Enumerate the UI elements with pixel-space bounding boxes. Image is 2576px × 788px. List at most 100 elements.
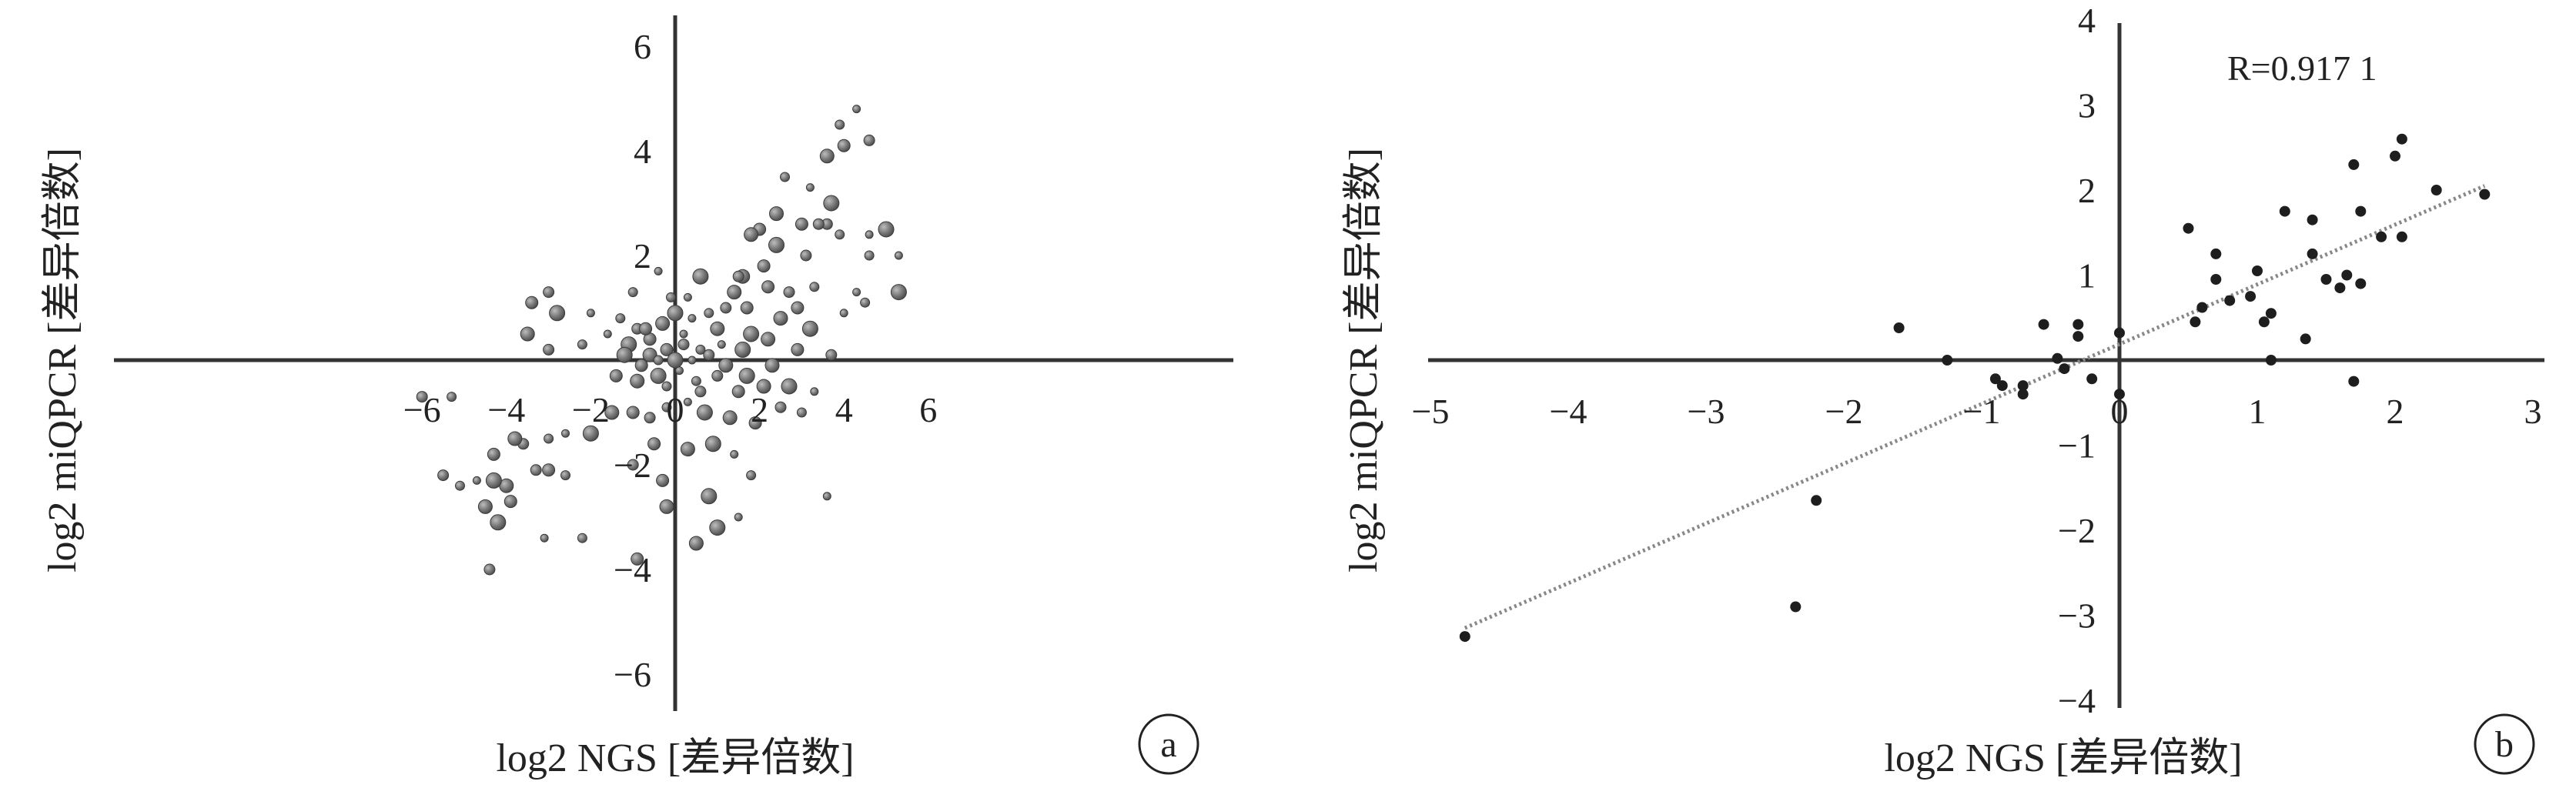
panel-a-point bbox=[543, 286, 555, 299]
panel-a-point bbox=[764, 358, 780, 373]
panel-b: −5 −4 −3 −2 −1 0 1 2 3 −4 −3 −2 −1 1 2 3 4 R=0.917 1 lo… bbox=[1342, 1, 2544, 780]
panel-a-point bbox=[783, 286, 795, 299]
panel-b-y-tick-label: −3 bbox=[2058, 596, 2096, 636]
panel-a-point bbox=[704, 436, 721, 452]
panel-a-point bbox=[722, 410, 738, 426]
panel-a-point bbox=[487, 447, 500, 461]
panel-b-point bbox=[2300, 333, 2311, 345]
panel-b-point bbox=[2376, 231, 2387, 242]
panel-b-point bbox=[1942, 355, 1953, 366]
panel-b-x-tick-label: −3 bbox=[1688, 392, 1725, 431]
panel-b-x-tick-label: −4 bbox=[1550, 392, 1587, 431]
panel-a-x-tick-label: 2 bbox=[751, 390, 768, 429]
panel-a-x-tick-label: 6 bbox=[919, 390, 937, 429]
panel-a-x-tick-label: 0 bbox=[667, 390, 684, 429]
panel-b-point bbox=[2355, 205, 2367, 217]
panel-b-x-tick-label: −1 bbox=[1963, 392, 2001, 431]
panel-a-point bbox=[709, 519, 726, 536]
panel-b-x-tick-label: −5 bbox=[1412, 392, 1450, 431]
panel-a-point bbox=[791, 301, 805, 315]
panel-a-point bbox=[852, 288, 861, 297]
panel-a-point bbox=[634, 359, 648, 372]
panel-a-x-tick-label: −4 bbox=[487, 390, 525, 429]
panel-a-point bbox=[852, 105, 861, 114]
panel-a-point bbox=[801, 320, 818, 337]
panel-a-point bbox=[437, 469, 450, 482]
panel-a-point bbox=[710, 321, 725, 336]
panel-a-point bbox=[692, 268, 709, 285]
panel-a-point bbox=[520, 326, 535, 342]
panel-a-x-tick-label: 4 bbox=[835, 390, 853, 429]
panel-a-point bbox=[860, 297, 871, 308]
panel-a-y-tick-label: −6 bbox=[614, 655, 651, 694]
panel-a-point bbox=[549, 305, 566, 322]
panel-b-point bbox=[2265, 308, 2277, 319]
panel-a-point bbox=[667, 305, 684, 322]
panel-b-point bbox=[1459, 631, 1470, 643]
panel-a-point bbox=[661, 402, 672, 412]
panel-a-point bbox=[485, 472, 502, 489]
panel-a-point bbox=[694, 386, 707, 398]
panel-a-point bbox=[809, 282, 820, 292]
panel-a-point bbox=[667, 352, 684, 369]
panel-a-point bbox=[717, 340, 726, 349]
panel-b-point bbox=[2017, 380, 2029, 392]
panel-a-point bbox=[864, 250, 875, 261]
panel-a-y-tick-labels: −6 −4 −2 2 4 6 bbox=[614, 27, 651, 694]
panel-a-x-tick-labels: −6 −4 −2 0 2 4 6 bbox=[403, 390, 938, 429]
panel-a-point bbox=[543, 343, 555, 356]
panel-a-point bbox=[683, 292, 692, 302]
panel-a-point bbox=[616, 346, 633, 363]
panel-a-point bbox=[507, 431, 523, 446]
panel-b-label-circle bbox=[2474, 713, 2535, 775]
panel-a-point bbox=[894, 251, 903, 260]
panel-a-point bbox=[586, 309, 595, 318]
panel-a-point bbox=[738, 367, 755, 384]
panel-b-point bbox=[2210, 248, 2222, 259]
panel-b-x-tick-label: 3 bbox=[2524, 392, 2542, 431]
panel-a-point bbox=[626, 406, 640, 419]
panel-a-point bbox=[800, 249, 812, 262]
panel-a-y-tick-label: 6 bbox=[634, 27, 651, 66]
panel-b-point bbox=[1893, 322, 1905, 333]
panel-a-point bbox=[703, 349, 715, 361]
panel-a-point bbox=[447, 392, 457, 402]
panel-a-point bbox=[744, 227, 759, 242]
panel-a-x-tick-label: −2 bbox=[572, 390, 610, 429]
panel-a-point bbox=[691, 376, 701, 386]
panel-b-point bbox=[2059, 363, 2070, 375]
panel-a-point bbox=[647, 437, 661, 451]
panel-b-point bbox=[2086, 373, 2098, 385]
panel-a-points bbox=[416, 105, 907, 576]
panel-b-point bbox=[2190, 316, 2201, 328]
panel-b-x-axis-label: log2 NGS [差异倍数] bbox=[1884, 736, 2242, 780]
panel-b-point bbox=[2073, 331, 2084, 342]
panel-b-y-tick-label: 3 bbox=[2078, 86, 2096, 125]
panel-a: −6 −4 −2 0 2 4 6 −6 −4 −2 2 4 6 log2 NGS [差异倍数] log… bbox=[41, 15, 1233, 780]
panel-a-point bbox=[730, 449, 739, 459]
panel-b-points bbox=[1459, 133, 2491, 643]
panel-b-point bbox=[2252, 265, 2263, 276]
panel-a-point bbox=[544, 433, 554, 444]
panel-a-point bbox=[732, 270, 744, 282]
panel-a-point bbox=[577, 339, 587, 350]
panel-a-point bbox=[769, 206, 784, 222]
panel-a-point bbox=[718, 358, 734, 373]
panel-b-point bbox=[2279, 205, 2290, 217]
panel-a-point bbox=[680, 442, 695, 457]
panel-b-point bbox=[2114, 389, 2125, 400]
panel-a-point bbox=[615, 313, 626, 324]
panel-a-point bbox=[701, 488, 718, 505]
panel-a-point bbox=[695, 344, 706, 355]
panel-a-point bbox=[525, 296, 539, 309]
panel-a-point bbox=[603, 329, 612, 339]
panel-a-point bbox=[644, 412, 656, 424]
panel-a-point bbox=[835, 229, 845, 240]
panel-b-point bbox=[2430, 185, 2442, 195]
panel-a-point bbox=[683, 397, 692, 406]
panel-a-point bbox=[795, 217, 808, 231]
panel-a-point bbox=[630, 373, 645, 389]
panel-a-point bbox=[823, 195, 840, 212]
panel-b-y-tick-label: 2 bbox=[2078, 171, 2096, 210]
